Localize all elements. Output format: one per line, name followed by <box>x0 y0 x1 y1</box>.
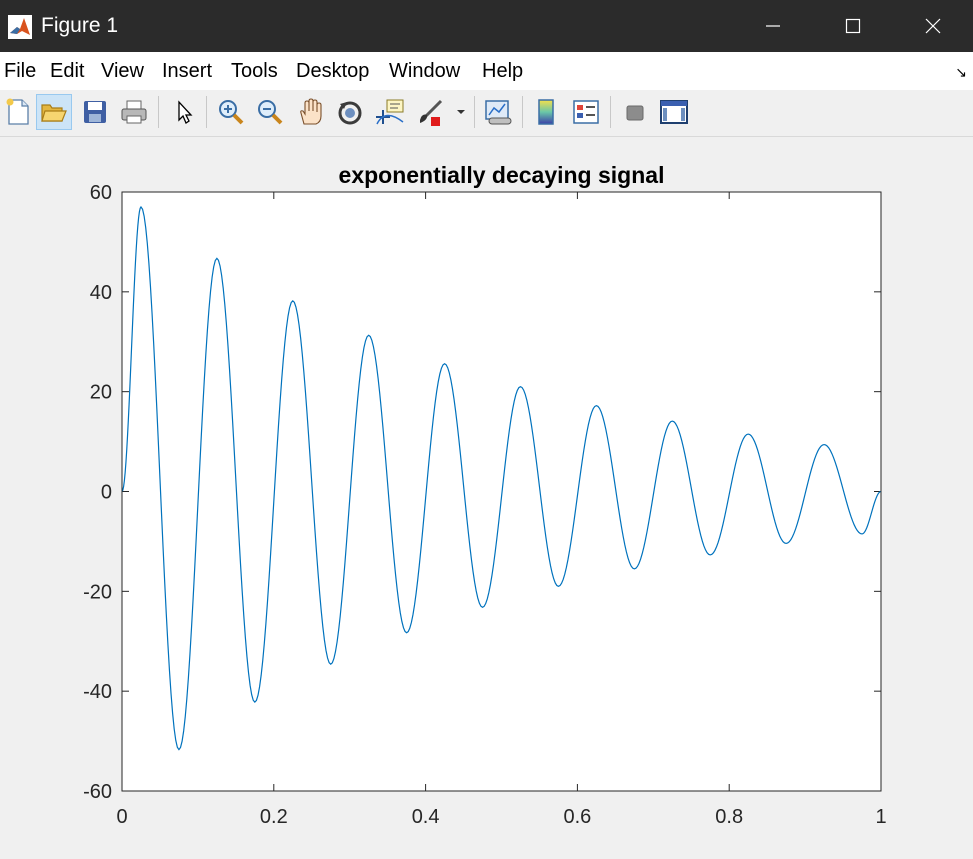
legend-icon <box>573 100 599 124</box>
x-tick-label: 0.2 <box>260 806 288 828</box>
pointer-icon <box>178 100 193 124</box>
close-icon <box>925 18 941 34</box>
show-plot-tools-button[interactable] <box>656 94 692 130</box>
menu-file[interactable]: File <box>4 60 37 82</box>
new-figure-button[interactable] <box>0 94 36 130</box>
pan-icon <box>300 98 322 125</box>
zoom-in-icon <box>219 100 244 125</box>
colorbar-icon <box>538 99 554 125</box>
y-tick-labels: -60 -40 -20 0 20 40 60 <box>83 182 112 803</box>
colorbar-button[interactable] <box>528 94 564 130</box>
figure-toolbar <box>0 90 973 137</box>
x-tick-label: 0.6 <box>563 806 591 828</box>
maximize-icon <box>845 18 861 34</box>
zoom-out-button[interactable] <box>252 94 288 130</box>
legend-button[interactable] <box>568 94 604 130</box>
series-line <box>121 205 882 751</box>
pointer-button[interactable] <box>166 94 202 130</box>
y-tick-label: 0 <box>101 482 112 504</box>
maximize-button[interactable] <box>813 0 893 52</box>
menu-bar: File Edit View Insert Tools Desktop Wind… <box>0 52 973 90</box>
menu-desktop[interactable]: Desktop <box>296 60 370 82</box>
menu-view[interactable]: View <box>101 60 144 82</box>
save-icon <box>84 101 106 123</box>
close-button[interactable] <box>893 0 973 52</box>
minimize-icon <box>766 25 780 27</box>
link-plot-icon <box>485 100 512 125</box>
link-plot-button[interactable] <box>480 94 516 130</box>
menu-insert[interactable]: Insert <box>162 60 213 82</box>
y-tick-label: -40 <box>83 681 112 703</box>
x-tick-label: 0.4 <box>412 806 440 828</box>
window-title: Figure 1 <box>41 14 119 37</box>
x-tick-label: 1 <box>875 806 886 828</box>
minimize-button[interactable] <box>733 0 813 52</box>
open-file-button[interactable] <box>36 94 72 130</box>
y-tick-label: -20 <box>83 581 112 603</box>
zoom-in-button[interactable] <box>213 94 249 130</box>
data-cursor-icon <box>376 99 404 125</box>
x-tick-label: 0 <box>116 806 127 828</box>
show-plot-tools-icon <box>660 100 688 124</box>
chart-title: exponentially decaying signal <box>339 162 665 188</box>
print-icon <box>121 100 147 124</box>
brush-dropdown-button[interactable] <box>452 94 470 130</box>
open-file-icon <box>41 104 67 122</box>
title-bar: Figure 1 <box>0 0 973 52</box>
save-button[interactable] <box>77 94 113 130</box>
zoom-out-icon <box>258 100 283 125</box>
menu-edit[interactable]: Edit <box>50 60 85 82</box>
y-tick-label: 40 <box>90 282 112 304</box>
menu-help[interactable]: Help <box>482 60 524 82</box>
print-button[interactable] <box>116 94 152 130</box>
matlab-logo-icon <box>8 15 32 39</box>
data-cursor-button[interactable] <box>372 94 408 130</box>
dock-arrow-icon[interactable]: ↘ <box>955 64 967 80</box>
brush-dropdown-icon <box>457 110 465 114</box>
new-figure-icon <box>6 98 29 125</box>
y-tick-label: 20 <box>90 382 112 404</box>
hide-plot-tools-icon <box>626 105 644 121</box>
rotate-3d-icon <box>338 101 362 125</box>
menu-window[interactable]: Window <box>389 60 461 82</box>
y-tick-label: -60 <box>83 781 112 803</box>
menu-tools[interactable]: Tools <box>231 60 278 82</box>
rotate-3d-button[interactable] <box>332 94 368 130</box>
y-tick-label: 60 <box>90 182 112 204</box>
brush-button[interactable] <box>413 94 449 130</box>
x-tick-labels: 0 0.2 0.4 0.6 0.8 1 <box>116 806 886 828</box>
axes-box <box>121 191 882 792</box>
figure-canvas: exponentially decaying signal 0 0.2 0.4 0.6… <box>83 162 886 828</box>
x-tick-label: 0.8 <box>715 806 743 828</box>
pan-button[interactable] <box>292 94 328 130</box>
hide-plot-tools-button[interactable] <box>617 94 653 130</box>
brush-icon <box>420 99 443 126</box>
